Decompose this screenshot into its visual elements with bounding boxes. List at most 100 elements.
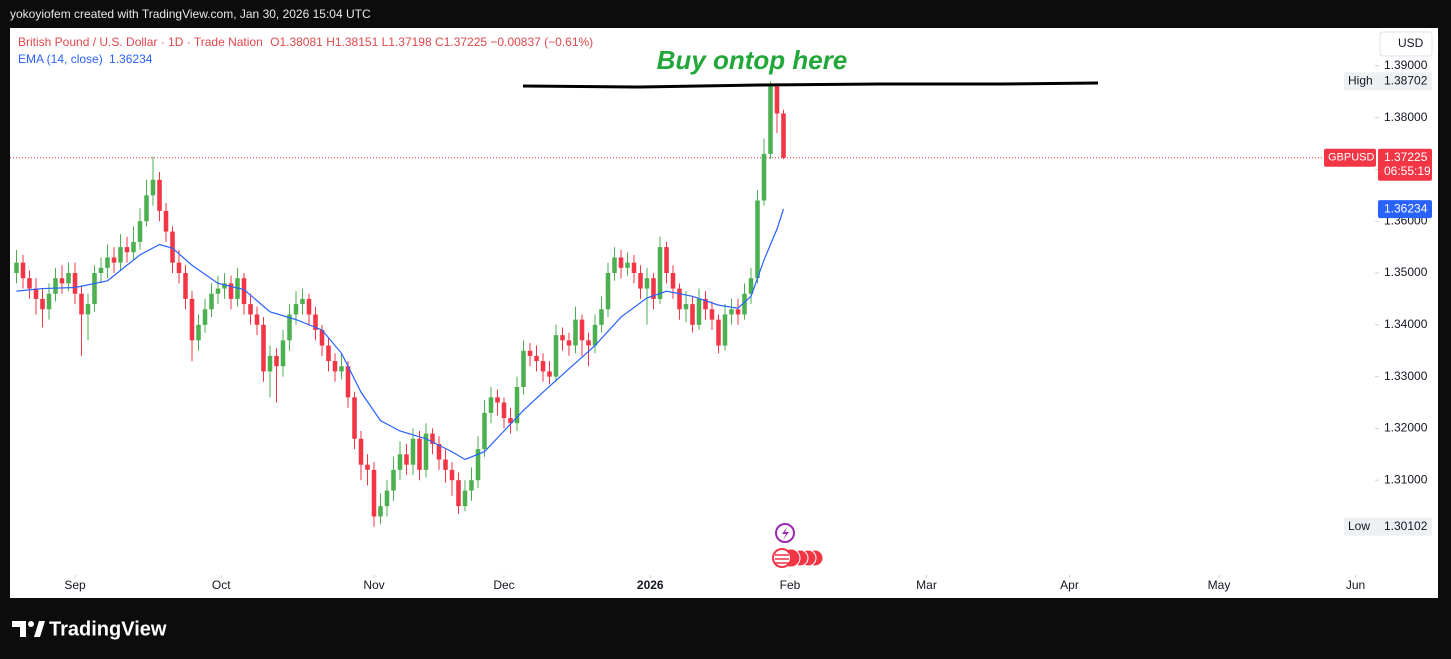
candle-body (20, 262, 26, 279)
candle-body (696, 298, 702, 325)
candle-body (657, 247, 663, 299)
chart-panel (10, 28, 1438, 598)
x-tick-label: May (1208, 578, 1231, 592)
extreme-value: 1.38702 (1384, 73, 1428, 87)
candle-body (287, 314, 292, 341)
candle-body (397, 454, 403, 470)
candle-body (534, 355, 539, 362)
candle-body (456, 480, 461, 507)
candle-body (742, 293, 747, 315)
candle-body (111, 257, 117, 263)
candle-body (638, 273, 643, 289)
candle-body (729, 309, 734, 315)
y-tick-label: 1.39000 (1384, 58, 1428, 72)
candle-body (59, 278, 65, 284)
logo-mark (12, 621, 26, 637)
candle-body (339, 366, 344, 372)
candle-body (254, 314, 260, 325)
candle-body (300, 298, 305, 305)
candle-body (586, 340, 591, 346)
candle-body (261, 324, 266, 372)
countdown: 06:55:19 (1384, 164, 1431, 178)
tv-logo (12, 621, 45, 637)
x-tick-label: Sep (64, 578, 86, 592)
candle-body (189, 298, 195, 341)
candle-body (560, 335, 565, 341)
candle-body (267, 355, 273, 372)
currency: USD (1398, 36, 1424, 50)
candle-body (332, 361, 338, 372)
candle-body (66, 273, 71, 284)
candle-body (566, 340, 572, 346)
change: −0.00837 (−0.61%) (490, 35, 593, 49)
candle-body (345, 366, 351, 398)
candle-body (716, 319, 721, 346)
candle-body (352, 397, 357, 439)
price-label: 1.37225 (1384, 150, 1428, 164)
ohlc-label: L (382, 35, 389, 49)
candle-body (755, 200, 760, 279)
drawn-line (522, 81, 1099, 89)
candle-body (618, 257, 624, 268)
ohlc-value: 1.38151 (335, 35, 379, 49)
candle-body (215, 288, 221, 294)
candle-body (495, 397, 500, 403)
candle-body (391, 469, 396, 491)
candle-body (358, 438, 364, 465)
y-tick-label: 1.32000 (1384, 421, 1428, 435)
candle-body (423, 433, 429, 470)
candle-body (293, 304, 299, 315)
candle-body (72, 273, 78, 294)
candle-body (222, 283, 227, 289)
candle-body (85, 304, 91, 315)
candle-body (514, 386, 520, 424)
candle-body (475, 449, 481, 481)
candle-body (469, 480, 474, 491)
candle-body (625, 262, 630, 268)
event-icons (772, 523, 824, 568)
extreme-label-bg (1344, 517, 1432, 536)
x-tick-label: 2026 (637, 578, 664, 592)
extreme-label-bg (1344, 72, 1432, 91)
candle-body (98, 267, 104, 274)
candle-body (79, 293, 84, 315)
candle-body (573, 319, 578, 346)
y-tick-label: 1.35000 (1384, 265, 1428, 279)
event-icon-bolt (782, 527, 789, 540)
candle-body (228, 283, 234, 299)
header-text: yokoyiofem created with TradingView.com,… (10, 7, 371, 21)
candle-body (462, 490, 468, 507)
candle-body (131, 241, 136, 253)
candle-body (137, 221, 143, 242)
candle-body (404, 454, 409, 465)
x-tick-label: Apr (1060, 578, 1079, 592)
ohlc-value: 1.38081 (279, 35, 323, 49)
candle-body (417, 438, 422, 470)
candle-body (579, 319, 585, 341)
candle-body (105, 257, 110, 268)
candle-body (313, 314, 318, 330)
candle-body (196, 324, 201, 341)
candle-body (248, 304, 253, 315)
candle-body (280, 340, 286, 367)
extreme-value: 1.30102 (1384, 519, 1428, 533)
candle-body (612, 257, 617, 274)
candle-body (319, 329, 325, 346)
candle-body (14, 262, 19, 274)
candle-body (709, 309, 715, 320)
currency-button[interactable] (1379, 31, 1433, 57)
candle-body (631, 262, 637, 274)
candle-body (670, 273, 676, 289)
y-tick-label: 1.31000 (1384, 472, 1428, 486)
candle-body (40, 298, 45, 310)
candle-body (241, 278, 247, 305)
candle-body (761, 153, 767, 201)
ohlc-label: C (435, 35, 444, 49)
candle-body (605, 273, 611, 310)
candle-body (501, 402, 507, 419)
candle-body (748, 278, 754, 294)
candle-body (176, 262, 182, 274)
chart-title: British Pound / U.S. Dollar · 1D · Trade… (18, 35, 263, 49)
candle-body (664, 247, 669, 274)
